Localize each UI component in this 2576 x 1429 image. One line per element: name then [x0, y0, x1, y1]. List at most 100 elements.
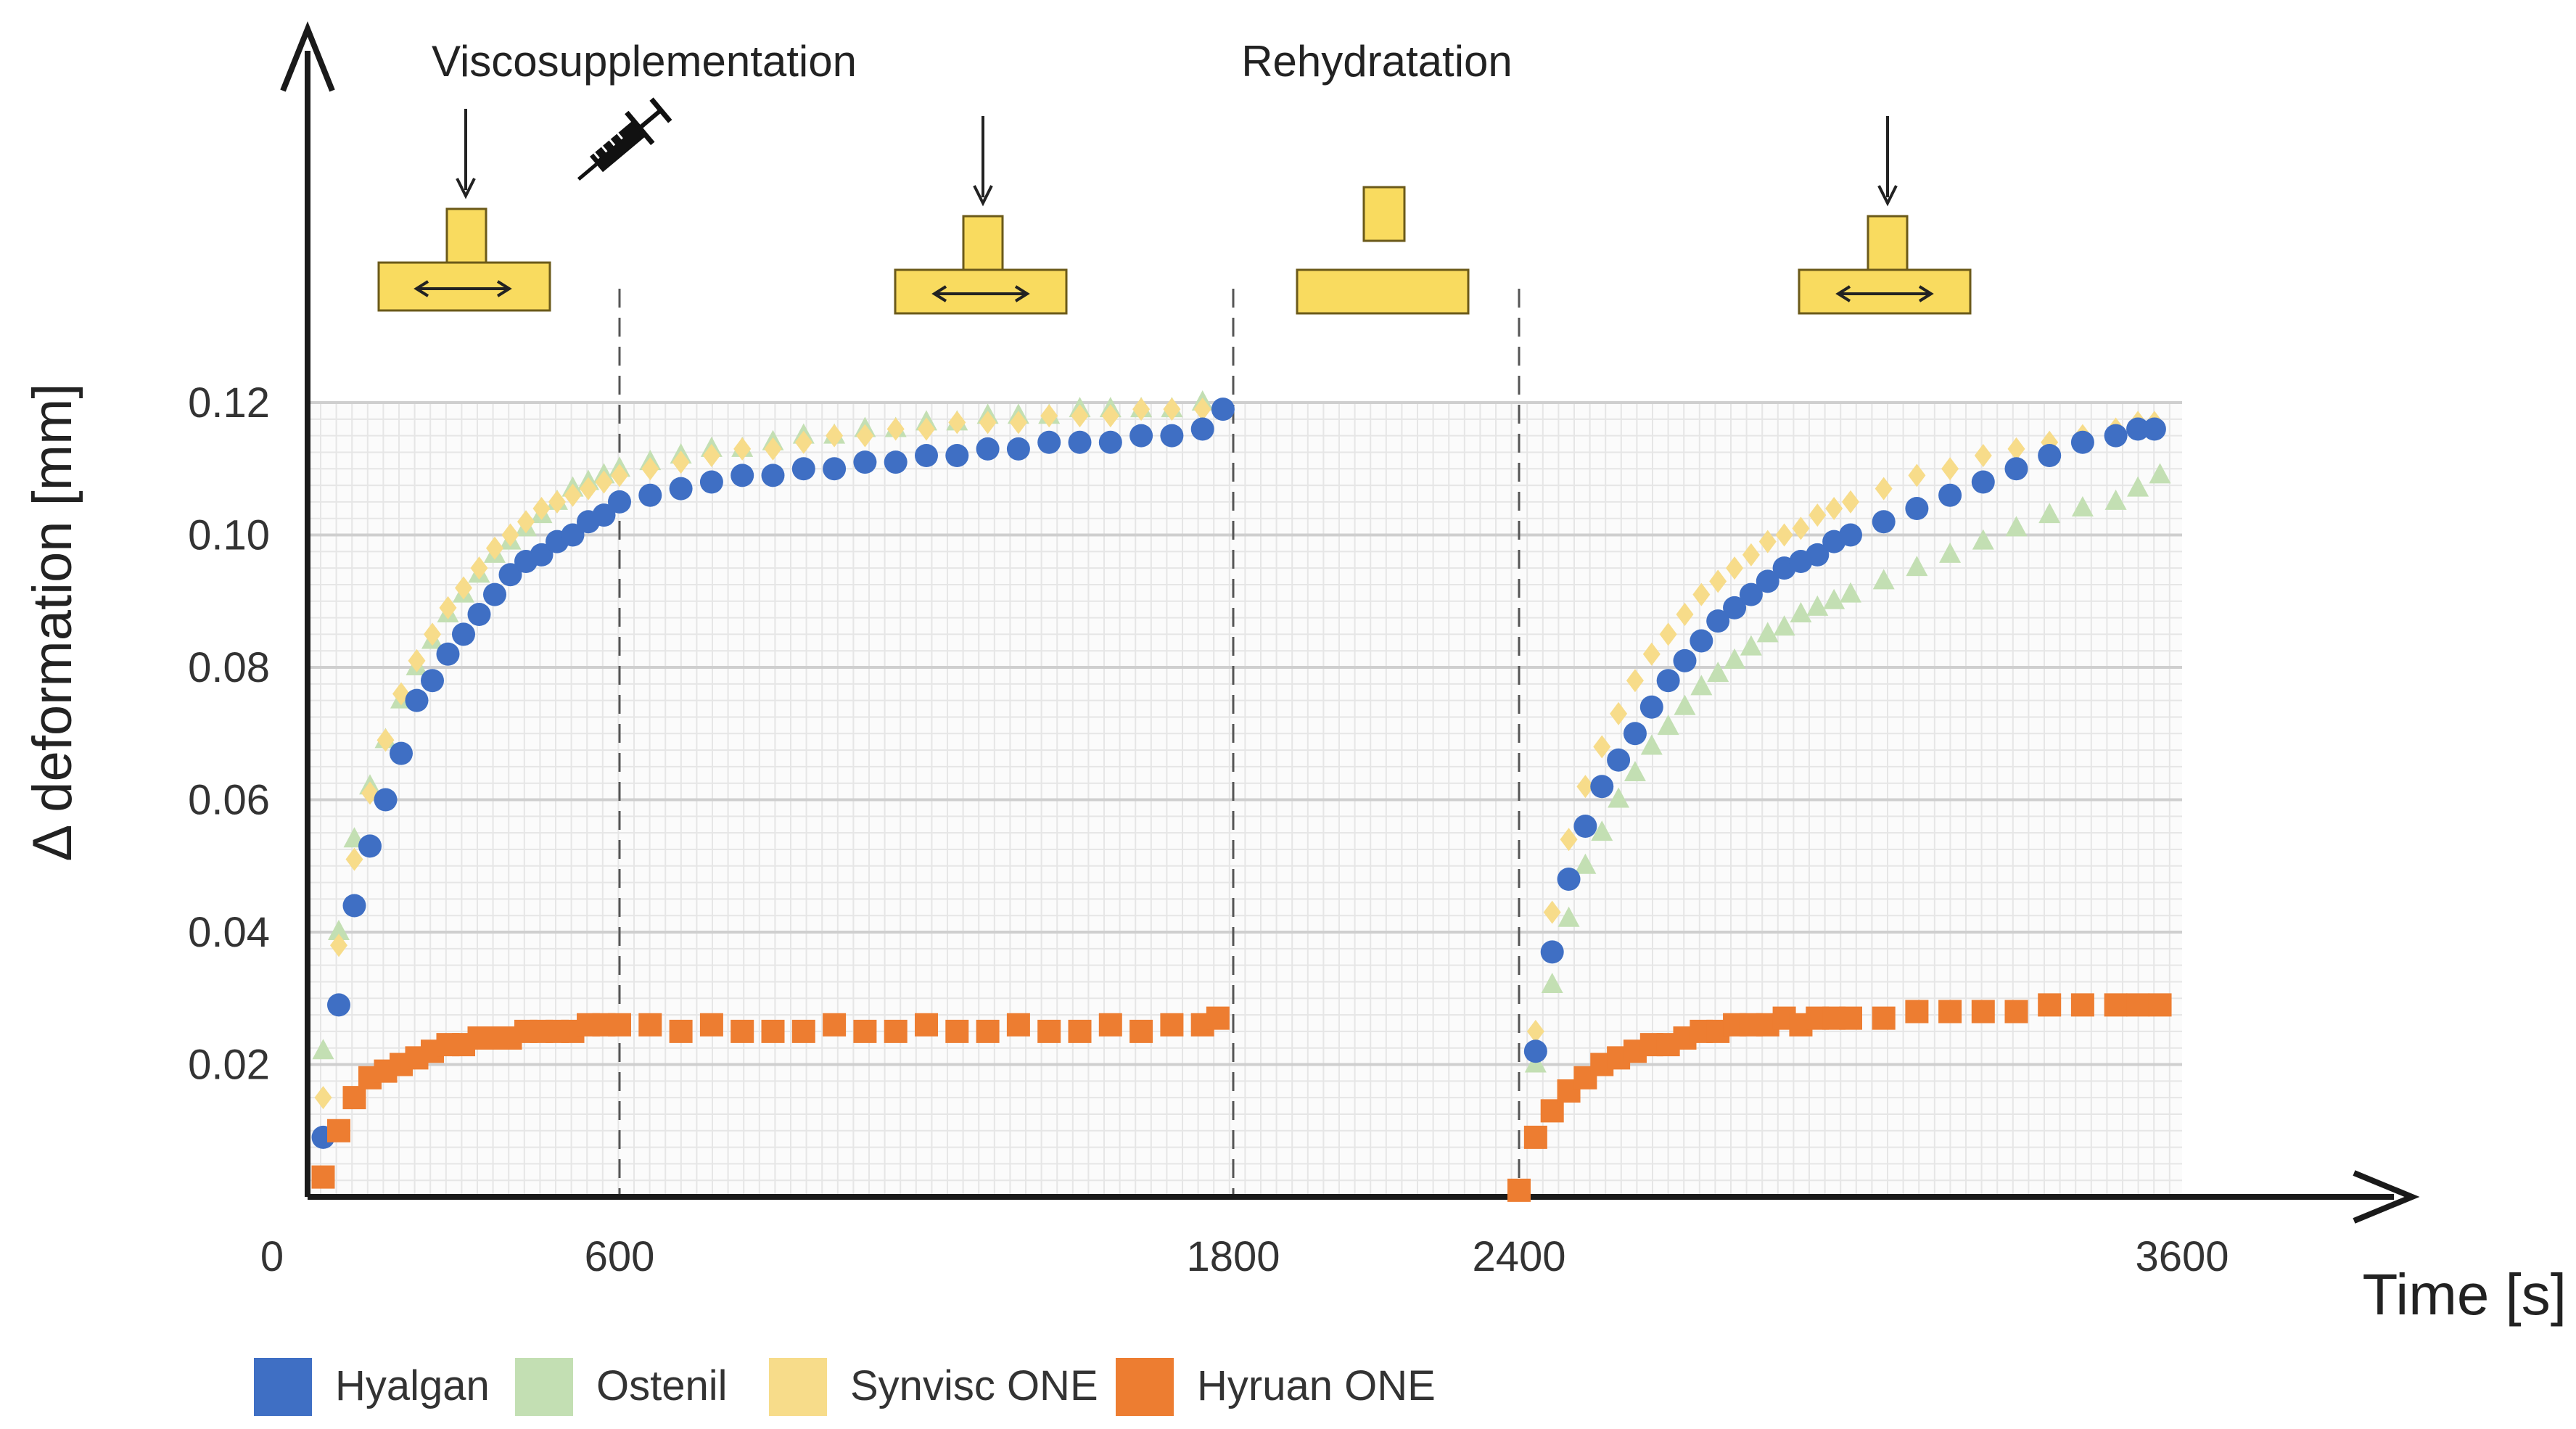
- data-point: [1206, 1006, 1230, 1030]
- data-point: [455, 576, 472, 600]
- data-point: [1068, 430, 1092, 454]
- data-point: [1068, 1019, 1092, 1043]
- data-point: [948, 411, 966, 435]
- data-point: [1129, 1019, 1153, 1043]
- data-point: [918, 417, 935, 441]
- data-point: [1674, 694, 1696, 715]
- data-point: [1706, 609, 1730, 633]
- data-point: [358, 834, 382, 858]
- data-point: [2104, 489, 2127, 510]
- data-point: [1808, 503, 1827, 527]
- data-point: [561, 523, 585, 547]
- data-point: [1690, 629, 1713, 653]
- data-point: [2038, 993, 2062, 1017]
- data-point: [1541, 973, 1563, 993]
- data-point: [1610, 701, 1628, 725]
- data-point: [1842, 490, 1859, 514]
- data-point: [1823, 588, 1845, 609]
- data-point: [764, 437, 782, 461]
- data-point: [564, 483, 582, 507]
- phase-label-rehydratation: Rehydratation: [1241, 37, 1513, 86]
- phase-separators: [618, 289, 1521, 1195]
- data-point: [2142, 417, 2166, 441]
- data-point: [1626, 669, 1644, 693]
- data-point: [327, 993, 350, 1017]
- data-point: [2070, 430, 2094, 454]
- data-point: [595, 470, 613, 494]
- legend-swatch: [769, 1358, 827, 1416]
- data-point: [1523, 1039, 1547, 1063]
- data-point: [761, 464, 785, 487]
- data-point: [826, 424, 844, 448]
- series-synvisc-one: [314, 398, 2163, 1110]
- schematic-unloaded: [1296, 186, 1470, 315]
- data-point: [1939, 542, 1962, 563]
- data-point: [390, 741, 413, 765]
- data-point: [1840, 582, 1861, 603]
- data-point: [1540, 940, 1564, 964]
- y-tick-label: 0.02: [188, 1042, 270, 1089]
- data-point: [470, 556, 488, 580]
- data-point: [1623, 722, 1647, 746]
- data-point: [1523, 1125, 1547, 1149]
- data-point: [1037, 1019, 1061, 1043]
- data-point: [1591, 820, 1613, 841]
- data-point: [1642, 642, 1661, 666]
- data-point: [1573, 815, 1597, 838]
- data-point: [408, 648, 426, 672]
- data-point: [1941, 457, 1959, 481]
- y-tick-label: 0.10: [188, 512, 270, 559]
- data-point: [1756, 622, 1779, 643]
- data-point: [731, 464, 754, 487]
- data-point: [1608, 787, 1630, 808]
- data-point: [592, 503, 616, 527]
- data-point: [1792, 516, 1810, 540]
- data-point: [1190, 417, 1214, 441]
- data-point: [761, 1019, 785, 1043]
- data-point: [1557, 868, 1581, 891]
- legend-item: Hyalgan: [254, 1358, 490, 1416]
- data-point: [1540, 1099, 1564, 1123]
- data-point: [1905, 1000, 1929, 1024]
- data-point: [1557, 906, 1580, 927]
- data-point: [1129, 424, 1153, 448]
- y-tick-label: 0.06: [188, 777, 270, 824]
- data-point: [314, 1086, 332, 1110]
- data-point: [2038, 503, 2061, 524]
- data-point: [1040, 404, 1058, 428]
- data-point: [1739, 582, 1763, 606]
- x-axis-label: Time [s]: [2363, 1262, 2567, 1327]
- data-point: [1676, 603, 1694, 626]
- data-point: [1656, 669, 1680, 693]
- data-point: [1872, 1006, 1896, 1030]
- data-point: [1006, 1013, 1030, 1037]
- data-point: [1905, 497, 1929, 520]
- data-point: [374, 788, 398, 812]
- data-point: [886, 417, 905, 441]
- data-point: [2127, 476, 2149, 497]
- data-point: [1639, 695, 1663, 719]
- data-point: [731, 1019, 754, 1043]
- data-point: [1507, 1178, 1531, 1202]
- data-point: [498, 563, 522, 587]
- x-tick-label: 2400: [1472, 1233, 1565, 1280]
- data-point: [1673, 648, 1697, 672]
- data-point: [1726, 556, 1744, 580]
- data-point: [979, 411, 997, 435]
- data-point: [1071, 404, 1089, 428]
- data-point: [1971, 1000, 1995, 1024]
- data-point: [1590, 775, 1614, 799]
- y-tick-label: 0.12: [188, 379, 270, 427]
- data-point: [1806, 543, 1830, 567]
- phase-label-viscosupplementation: Viscosupplementation: [432, 37, 857, 86]
- series-hyruan-one: [311, 993, 2172, 1202]
- data-point: [1872, 510, 1896, 534]
- data-point: [1543, 900, 1561, 924]
- legend-item: Synvisc ONE: [769, 1358, 1098, 1416]
- data-point: [1526, 1019, 1544, 1043]
- data-point: [1724, 648, 1746, 669]
- syringe-icon: [577, 97, 672, 181]
- data-point: [1101, 404, 1119, 428]
- data-point: [1560, 828, 1578, 852]
